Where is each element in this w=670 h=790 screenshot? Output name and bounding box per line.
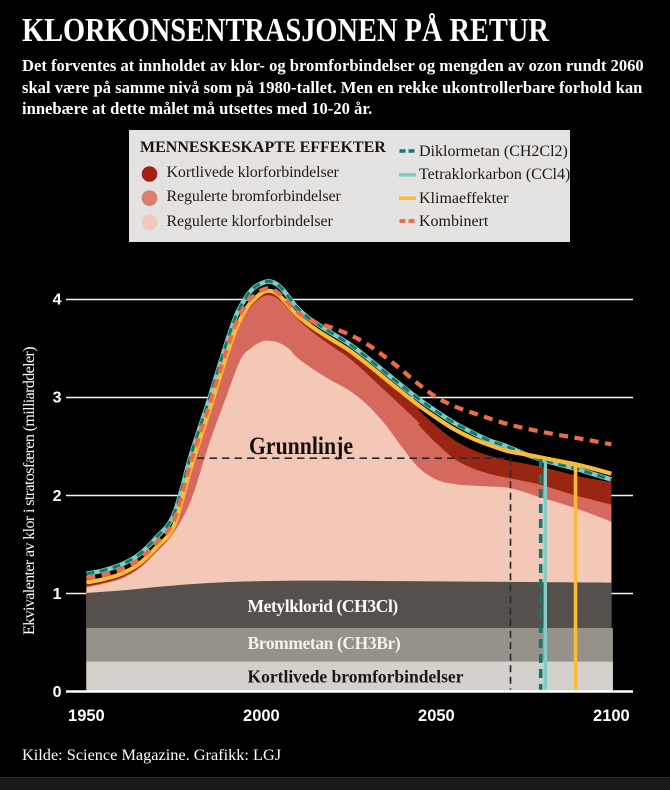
svg-text:4: 4: [53, 292, 62, 309]
svg-text:Grunnlinje: Grunnlinje: [249, 431, 353, 460]
svg-text:0: 0: [53, 684, 62, 701]
svg-text:Ekvivalenter av klor i stratos: Ekvivalenter av klor i stratosfæren (mil…: [21, 347, 38, 635]
svg-text:Metylklorid (CH3Cl): Metylklorid (CH3Cl): [248, 596, 399, 616]
svg-text:Brommetan (CH3Br): Brommetan (CH3Br): [248, 633, 401, 653]
svg-text:Kortlivede bromforbindelser: Kortlivede bromforbindelser: [248, 667, 464, 687]
svg-text:1950: 1950: [68, 707, 105, 725]
svg-text:3: 3: [53, 390, 62, 407]
svg-text:2: 2: [53, 488, 62, 505]
svg-text:1: 1: [53, 586, 62, 603]
svg-text:2100: 2100: [593, 707, 630, 725]
svg-text:2050: 2050: [418, 707, 455, 725]
svg-text:2000: 2000: [243, 707, 280, 725]
